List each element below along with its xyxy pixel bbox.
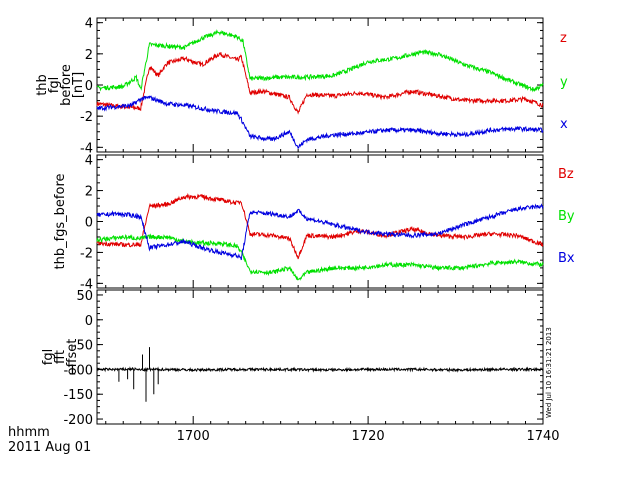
- series-line-By: [96, 233, 544, 281]
- y-axis-label: fgl: [47, 77, 62, 93]
- panel-2: -4 -2 0 2 4 thb_fgs_before Bz By Bx: [53, 154, 575, 293]
- y-tick-label: -150: [63, 388, 93, 403]
- y-axis-label: before: [59, 64, 74, 106]
- y-axis-label: fft: [53, 350, 68, 364]
- series-spikes: [118, 347, 159, 402]
- y-tick-label: 2: [85, 48, 93, 63]
- panel-frame: [96, 289, 544, 425]
- series-line-z: [96, 52, 544, 115]
- y-tick-label: -200: [63, 413, 93, 428]
- y-tick-label: -4: [80, 277, 93, 292]
- x-tick-label: 1700: [177, 429, 210, 444]
- series-line-x: [96, 95, 544, 150]
- y-tick-label: 0: [85, 314, 93, 329]
- y-tick-label: -4: [80, 141, 93, 156]
- legend-By: By: [558, 209, 575, 224]
- y-tick-label: 4: [85, 154, 93, 169]
- y-tick-label: -2: [80, 110, 93, 125]
- legend-y: y: [560, 75, 568, 90]
- x-axis-label-hhmm: hhmm: [8, 425, 50, 440]
- y-tick-label: -100: [63, 363, 93, 378]
- x-axis-label-date: 2011 Aug 01: [8, 440, 91, 455]
- timestamp: Wed Jul 10 16:31:21 2013: [545, 327, 553, 418]
- y-tick-label: -2: [80, 246, 93, 261]
- y-tick-label: 50: [76, 289, 93, 304]
- series-line-Bz: [96, 192, 544, 260]
- series-line-y: [96, 29, 544, 93]
- y-tick-label: 4: [85, 17, 93, 32]
- y-axis-label: thb: [35, 74, 50, 96]
- legend-Bz: Bz: [558, 167, 574, 182]
- legend-Bx: Bx: [558, 251, 575, 266]
- x-tick-label: 1740: [526, 429, 559, 444]
- y-tick-label: 0: [85, 79, 93, 94]
- series-line-Bx: [96, 203, 544, 261]
- y-tick-label: 2: [85, 185, 93, 200]
- y-axis-label: offset: [65, 339, 80, 376]
- y-tick-label: 0: [85, 216, 93, 231]
- y-axis-label: thb_fgs_before: [53, 173, 68, 269]
- y-tick-label: -50: [72, 339, 93, 354]
- series-line-offset: [96, 366, 544, 373]
- panels: -4-2024thbfglbefore[nT]zyx-4-2024thb_fgs…: [35, 17, 575, 444]
- legend-x: x: [560, 117, 568, 132]
- y-axis-label: [nT]: [71, 72, 86, 98]
- y-axis-label: fgl: [41, 349, 56, 365]
- legend-z: z: [560, 31, 567, 46]
- x-tick-label: 1720: [352, 429, 385, 444]
